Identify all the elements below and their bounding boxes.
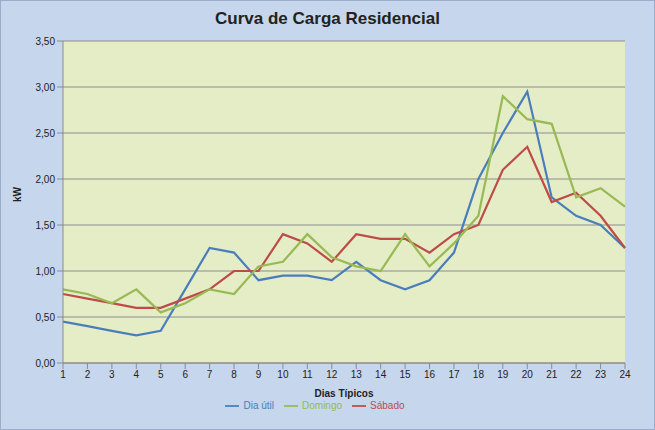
svg-text:16: 16 — [424, 369, 436, 380]
html-text:Domingo: Domingo — [302, 399, 343, 411]
svg-text:14: 14 — [375, 369, 387, 380]
svg-text:3: 3 — [109, 369, 115, 380]
svg-text:18: 18 — [473, 369, 485, 380]
svg-text:3,50: 3,50 — [36, 36, 56, 47]
svg-text:1,50: 1,50 — [36, 220, 56, 231]
svg-text:11: 11 — [302, 369, 313, 380]
svg-text:24: 24 — [619, 369, 631, 380]
html-text:Sábado: Sábado — [370, 399, 405, 411]
svg-text:1,00: 1,00 — [36, 266, 56, 277]
svg-text:10: 10 — [277, 369, 289, 380]
svg-text:1: 1 — [60, 369, 66, 380]
svg-text:23: 23 — [595, 369, 607, 380]
svg-text:20: 20 — [522, 369, 534, 380]
html-text:Curva de Carga Residencial: Curva de Carga Residencial — [215, 9, 440, 28]
svg-text:3,00: 3,00 — [36, 82, 56, 93]
svg-text:9: 9 — [256, 369, 262, 380]
svg-text:2: 2 — [85, 369, 91, 380]
svg-text:8: 8 — [231, 369, 237, 380]
svg-text:kW: kW — [12, 186, 23, 202]
html-text:Dia útil: Dia útil — [243, 399, 274, 411]
svg-text:6: 6 — [182, 369, 188, 380]
svg-text:2,00: 2,00 — [36, 174, 56, 185]
svg-text:22: 22 — [571, 369, 583, 380]
svg-text:19: 19 — [497, 369, 509, 380]
svg-text:12: 12 — [326, 369, 338, 380]
svg-text:13: 13 — [351, 369, 363, 380]
svg-text:0,00: 0,00 — [36, 358, 56, 369]
svg-text:2,50: 2,50 — [36, 128, 56, 139]
svg-text:15: 15 — [400, 369, 412, 380]
svg-text:4: 4 — [134, 369, 140, 380]
svg-text:Dias Típicos: Dias Típicos — [315, 388, 374, 399]
svg-text:7: 7 — [207, 369, 213, 380]
svg-text:5: 5 — [158, 369, 164, 380]
svg-text:0,50: 0,50 — [36, 312, 56, 323]
svg-text:17: 17 — [448, 369, 460, 380]
svg-text:21: 21 — [546, 369, 558, 380]
